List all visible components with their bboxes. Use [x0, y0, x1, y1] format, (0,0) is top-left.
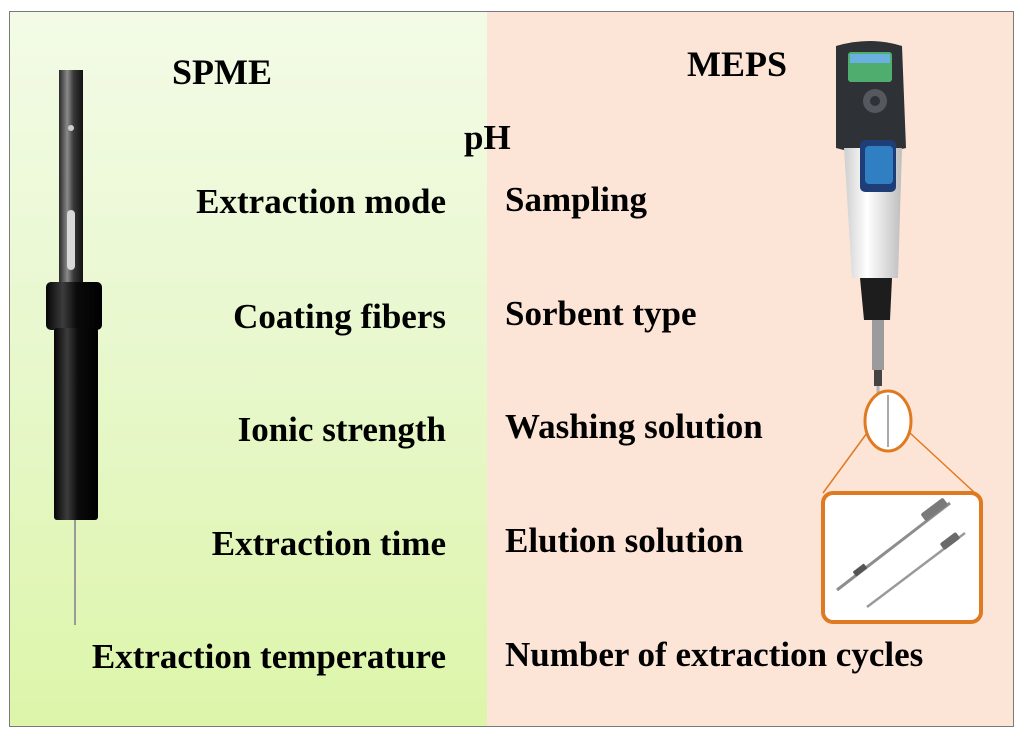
meps-parameter: Number of extraction cycles: [505, 635, 924, 674]
spme-title: SPME: [172, 52, 273, 92]
meps-title: MEPS: [687, 44, 788, 84]
spme-parameter: Ionic strength: [237, 410, 446, 449]
meps-parameter: Washing solution: [505, 407, 763, 446]
figure-frame: [9, 11, 1014, 727]
meps-parameter: Sampling: [505, 180, 647, 219]
meps-parameter: Elution solution: [505, 521, 744, 560]
spme-parameter: Extraction temperature: [91, 637, 446, 676]
spme-parameter: Extraction time: [211, 524, 446, 563]
spme-parameter: Extraction mode: [196, 182, 446, 221]
spme-fiber-holder-image: [46, 70, 102, 625]
shared-parameter-ph: pH: [464, 118, 511, 157]
meps-needle-zoom-image: [821, 389, 983, 624]
meps-parameter: Sorbent type: [505, 294, 697, 333]
meps-syringe-image: [836, 41, 906, 438]
spme-parameter: Coating fibers: [233, 297, 446, 336]
